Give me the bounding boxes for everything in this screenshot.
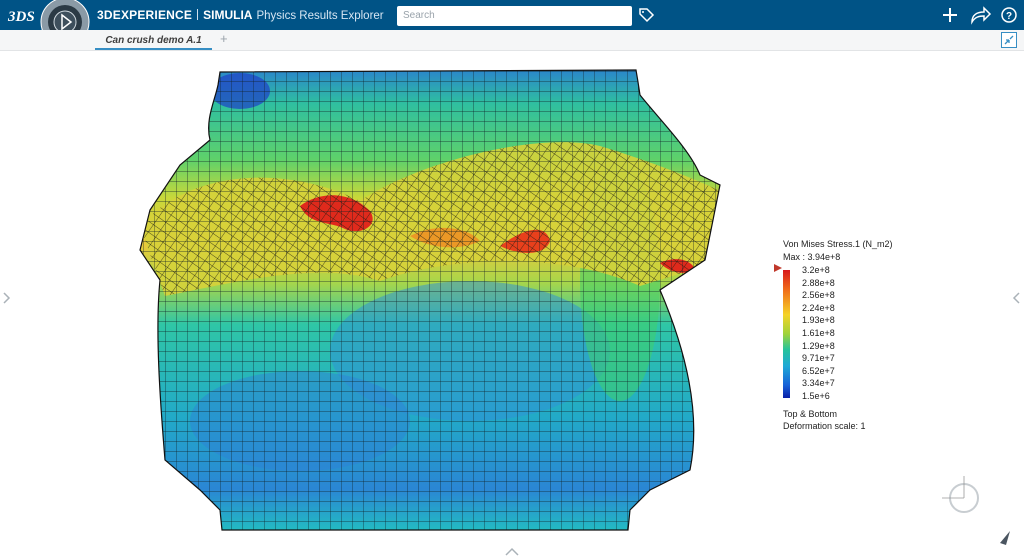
legend-label: 3.34e+7 [802, 378, 835, 389]
view-compass[interactable] [942, 476, 979, 513]
brand-separator [197, 9, 199, 20]
legend-note: Top & Bottom [783, 409, 838, 419]
compass-button[interactable] [40, 0, 90, 30]
brand: 3DEXPERIENCE SIMULIA Physics Results Explo… [97, 8, 384, 22]
legend-label: 2.56e+8 [802, 290, 835, 301]
right-panel-toggle[interactable] [1012, 292, 1020, 304]
legend-label: 6.52e+7 [802, 365, 835, 376]
left-panel-toggle[interactable] [3, 292, 11, 304]
can-mesh [140, 70, 720, 530]
share-button[interactable] [971, 6, 992, 25]
top-bar: 3DS ? 3DEXPERIENCE SIMULIA Physics Results… [0, 0, 1024, 30]
legend-label: 1.5e+6 [802, 391, 830, 401]
legend-label: 3.2e+8 [802, 265, 830, 275]
tag-icon[interactable] [639, 8, 655, 23]
search-placeholder: Search [403, 10, 435, 21]
cursor-tool[interactable] [1000, 531, 1010, 545]
tab-label: Can crush demo A.1 [105, 35, 202, 46]
help-button[interactable]: ? [1001, 7, 1017, 23]
legend-label: 1.61e+8 [802, 328, 835, 338]
legend-note: Deformation scale: 1 [783, 421, 866, 431]
legend-label: 2.24e+8 [802, 302, 835, 313]
legend-label: 9.71e+7 [802, 353, 835, 364]
legend-label: 1.93e+8 [802, 315, 835, 326]
legend-max-marker [774, 264, 782, 272]
can-outline [139, 69, 721, 531]
collapse-button[interactable] [1001, 32, 1017, 48]
legend-title: Von Mises Stress.1 (N_m2) [783, 239, 893, 249]
viewer[interactable] [0, 51, 1024, 559]
tab-bar: Can crush demo A.1 + [0, 30, 1024, 51]
legend-label: 1.29e+8 [802, 340, 835, 351]
legend-max: Max : 3.94e+8 [783, 252, 841, 262]
add-button[interactable] [943, 8, 957, 22]
add-tab[interactable]: + [220, 31, 228, 46]
svg-text:?: ? [1006, 11, 1012, 22]
platform-name: SIMULIA [203, 8, 253, 22]
app-name: Physics Results Explorer [256, 10, 384, 22]
tab[interactable]: Can crush demo A.1 [95, 30, 212, 50]
search-box[interactable]: Search [397, 6, 632, 26]
brand-name: 3DEXPERIENCE [97, 8, 193, 22]
ds-logo[interactable]: 3DS [7, 9, 35, 25]
bottom-panel-toggle[interactable] [505, 547, 519, 556]
legend-label: 2.88e+8 [802, 277, 835, 288]
color-bar [783, 270, 790, 398]
